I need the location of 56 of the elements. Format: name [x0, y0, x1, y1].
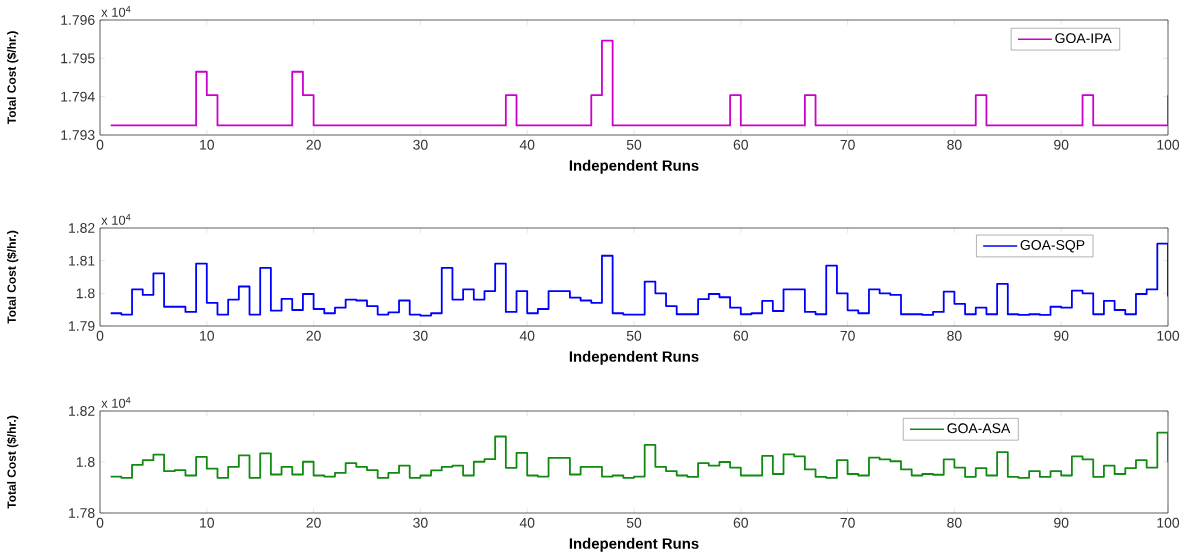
x-tick-label: 70 — [840, 330, 855, 341]
y-tick-label: 1.795 — [61, 53, 95, 64]
x-tick-label: 60 — [733, 139, 749, 150]
y-axis-title: Total Cost ($/hr.) — [6, 31, 19, 125]
x-tick-label: 50 — [626, 139, 642, 150]
text: x 10$^{4}$ — [101, 6, 131, 17]
x-tick-label: 0 — [96, 517, 104, 528]
x-tick-label: 80 — [947, 330, 962, 341]
x-tick-label: 40 — [519, 330, 535, 341]
x-tick-label: 80 — [947, 517, 962, 528]
x-tick-label: 30 — [413, 517, 428, 528]
x-tick-label: 80 — [947, 139, 962, 150]
x-tick-label: 60 — [733, 330, 749, 341]
legend-label: GOA-ASA — [947, 423, 1011, 434]
y-tick-label: 1.8 — [76, 457, 95, 467]
x-tick-label: 90 — [1054, 139, 1069, 150]
y-tick-label: 1.794 — [61, 91, 95, 102]
x-tick-label: 90 — [1054, 330, 1069, 341]
x-tick-label: 20 — [306, 517, 321, 528]
x-tick-label: 10 — [200, 517, 215, 528]
y-tick-label: 1.79 — [69, 321, 95, 331]
legend-label: GOA-IPA — [1055, 33, 1112, 44]
x-tick-label: 100 — [1157, 330, 1180, 341]
x-tick-label: 60 — [733, 517, 749, 528]
x-tick-label: 50 — [626, 517, 642, 528]
x-axis-title: Independent Runs — [569, 159, 699, 174]
y-axis-title: Total Cost ($/hr.) — [6, 230, 19, 324]
y-tick-label: 1.78 — [69, 508, 95, 518]
y-tick-label: 1.793 — [61, 130, 95, 140]
y-tick-label: 1.796 — [61, 15, 95, 25]
x-tick-label: 30 — [413, 139, 428, 150]
x-tick-label: 10 — [200, 139, 215, 150]
x-tick-label: 0 — [96, 330, 104, 341]
text: x 10$^{4}$ — [101, 214, 131, 225]
x-tick-label: 0 — [96, 139, 104, 150]
x-tick-label: 50 — [626, 330, 642, 341]
x-tick-label: 10 — [200, 330, 215, 341]
x-tick-label: 30 — [413, 330, 428, 341]
x-tick-label: 100 — [1157, 517, 1180, 528]
y-axis-title: Total Cost ($/hr.) — [6, 415, 19, 509]
x-tick-label: 20 — [306, 330, 321, 341]
x-axis-title: Independent Runs — [569, 350, 699, 365]
y-tick-label: 1.8 — [76, 288, 95, 299]
text: x 10$^{4}$ — [101, 397, 131, 408]
y-tick-label: 1.82 — [69, 406, 95, 416]
x-tick-label: 100 — [1157, 139, 1180, 150]
x-tick-label: 20 — [306, 139, 321, 150]
x-axis-title: Independent Runs — [569, 537, 699, 552]
x-tick-label: 70 — [840, 517, 855, 528]
legend-label: GOA-SQP — [1020, 240, 1085, 253]
y-tick-label: 1.81 — [69, 255, 95, 266]
x-tick-label: 90 — [1054, 517, 1069, 528]
y-tick-label: 1.82 — [69, 223, 95, 233]
x-tick-label: 40 — [519, 517, 535, 528]
x-tick-label: 40 — [519, 139, 535, 150]
x-tick-label: 70 — [840, 139, 855, 150]
